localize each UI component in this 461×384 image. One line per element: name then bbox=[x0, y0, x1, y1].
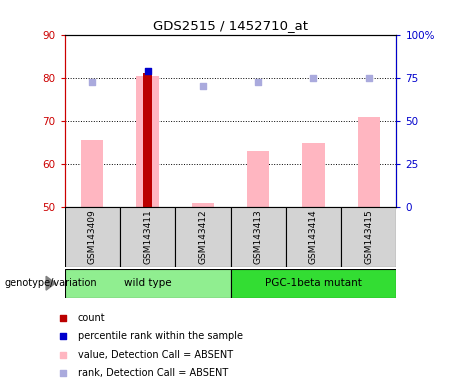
Bar bbox=[302, 142, 325, 207]
Text: PGC-1beta mutant: PGC-1beta mutant bbox=[265, 278, 362, 288]
Bar bbox=[142, 73, 153, 207]
Bar bbox=[65, 207, 120, 267]
Bar bbox=[341, 207, 396, 267]
Text: GSM143412: GSM143412 bbox=[198, 210, 207, 265]
Text: GSM143411: GSM143411 bbox=[143, 210, 152, 265]
Text: GSM143409: GSM143409 bbox=[88, 210, 97, 265]
Bar bbox=[358, 117, 380, 207]
Title: GDS2515 / 1452710_at: GDS2515 / 1452710_at bbox=[153, 19, 308, 32]
Point bbox=[365, 74, 372, 81]
Bar bbox=[65, 269, 230, 298]
Point bbox=[254, 79, 262, 85]
Bar bbox=[230, 207, 286, 267]
Bar bbox=[286, 207, 341, 267]
Point bbox=[60, 370, 67, 376]
Bar bbox=[120, 207, 175, 267]
Text: value, Detection Call = ABSENT: value, Detection Call = ABSENT bbox=[77, 349, 233, 360]
Text: genotype/variation: genotype/variation bbox=[5, 278, 97, 288]
Point bbox=[199, 83, 207, 89]
Point bbox=[60, 333, 67, 339]
Text: percentile rank within the sample: percentile rank within the sample bbox=[77, 331, 242, 341]
Text: rank, Detection Call = ABSENT: rank, Detection Call = ABSENT bbox=[77, 368, 228, 378]
Text: GSM143413: GSM143413 bbox=[254, 210, 263, 265]
Text: wild type: wild type bbox=[124, 278, 171, 288]
Bar bbox=[175, 207, 230, 267]
Point bbox=[144, 68, 151, 74]
Point bbox=[89, 79, 96, 85]
Bar bbox=[230, 269, 396, 298]
Bar bbox=[136, 76, 159, 207]
Point bbox=[60, 315, 67, 321]
Text: count: count bbox=[77, 313, 105, 323]
Bar bbox=[247, 151, 269, 207]
Point bbox=[60, 352, 67, 358]
Point bbox=[310, 74, 317, 81]
Polygon shape bbox=[46, 276, 55, 290]
Bar bbox=[192, 203, 214, 207]
Text: GSM143414: GSM143414 bbox=[309, 210, 318, 265]
Bar bbox=[81, 141, 103, 207]
Text: GSM143415: GSM143415 bbox=[364, 210, 373, 265]
